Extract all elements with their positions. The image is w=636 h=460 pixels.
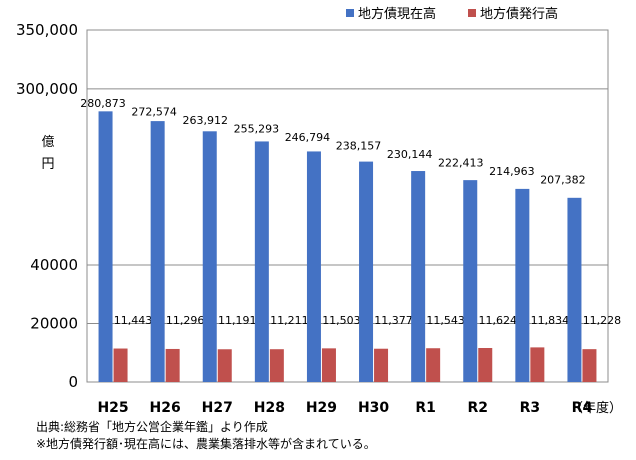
bar-issued xyxy=(426,348,441,382)
x-tick-label: H30 xyxy=(358,400,389,416)
bar-issued xyxy=(530,347,545,382)
bar-issued xyxy=(217,349,232,382)
y-tick-label: 20000 xyxy=(30,315,78,333)
data-label-issued: 11,443 xyxy=(114,314,153,327)
bar-current xyxy=(515,188,530,382)
bar-issued xyxy=(269,349,284,382)
bar-current xyxy=(150,121,165,383)
bar-issued xyxy=(165,348,180,382)
data-label-current: 280,873 xyxy=(80,97,126,110)
data-label-issued: 11,211 xyxy=(270,314,309,327)
bar-issued xyxy=(374,348,389,382)
x-tick-label: H29 xyxy=(306,400,337,416)
x-tick-label: H25 xyxy=(97,400,128,416)
plot-area-border xyxy=(86,29,609,383)
x-tick-label: H26 xyxy=(150,400,181,416)
data-label-current: 272,574 xyxy=(131,106,177,119)
bar-current xyxy=(202,131,217,382)
y-axis-label: 億円 xyxy=(41,134,54,172)
legend-label: 地方債発行高 xyxy=(480,6,558,22)
bar-current xyxy=(254,141,269,382)
bar-current xyxy=(463,180,478,382)
data-label-current: 263,912 xyxy=(183,114,229,127)
x-unit-label: （年度） xyxy=(570,400,622,416)
data-label-issued: 11,834 xyxy=(531,314,570,327)
bar-current xyxy=(411,171,426,382)
data-label-issued: 11,191 xyxy=(218,314,257,327)
legend-label: 地方債現在高 xyxy=(358,6,436,22)
y-tick-label: 300,000 xyxy=(16,80,78,98)
bar-issued xyxy=(113,348,128,382)
bar-issued xyxy=(582,349,597,382)
bar-current xyxy=(306,151,321,382)
x-tick-label: R4 xyxy=(572,400,593,416)
data-label-issued: 11,377 xyxy=(374,314,413,327)
y-tick-label: 350,000 xyxy=(16,21,78,39)
data-label-current: 246,794 xyxy=(285,131,331,144)
y-tick-label: 40000 xyxy=(30,256,78,274)
bar-issued xyxy=(321,348,336,382)
bar-current xyxy=(98,111,113,382)
bar-current xyxy=(359,161,374,382)
bar-issued xyxy=(478,347,493,382)
legend-swatch xyxy=(346,9,354,17)
data-label-current: 238,157 xyxy=(336,140,382,153)
x-tick-label: R2 xyxy=(467,400,488,416)
x-tick-label: H28 xyxy=(254,400,285,416)
data-label-current: 207,382 xyxy=(540,174,586,187)
legend-swatch xyxy=(468,9,476,17)
x-tick-label: H27 xyxy=(202,400,233,416)
data-label-current: 230,144 xyxy=(387,148,433,161)
data-label-current: 255,293 xyxy=(234,123,280,136)
source-note: 出典:総務省「地方公営企業年鑑」より作成 xyxy=(36,420,268,434)
data-label-current: 214,963 xyxy=(489,165,535,178)
x-tick-label: R1 xyxy=(415,400,436,416)
data-label-current: 222,413 xyxy=(438,157,484,170)
data-label-issued: 11,503 xyxy=(322,314,361,327)
bar-current xyxy=(567,197,582,382)
remark-note: ※地方債発行額･現在高には、農業集落排水等が含まれている。 xyxy=(36,437,376,451)
data-label-issued: 11,228 xyxy=(583,314,622,327)
x-tick-label: R3 xyxy=(520,400,541,416)
data-label-issued: 11,624 xyxy=(479,314,518,327)
y-tick-label: 0 xyxy=(68,373,78,391)
data-label-issued: 11,543 xyxy=(426,314,465,327)
data-label-issued: 11,296 xyxy=(166,314,205,327)
